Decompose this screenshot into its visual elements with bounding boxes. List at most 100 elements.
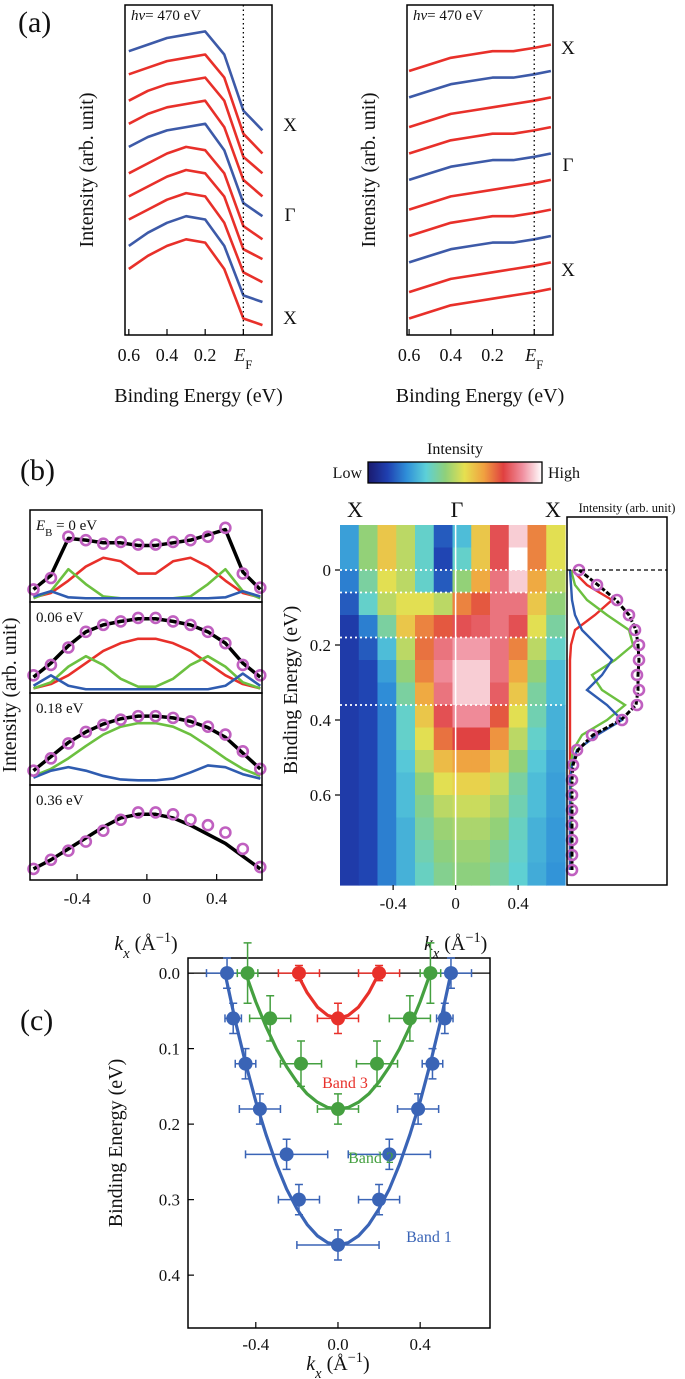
- heat-cell: [358, 660, 379, 684]
- heat-cell: [546, 705, 566, 729]
- heat-cell: [396, 795, 416, 819]
- heat-cell: [377, 840, 397, 864]
- heat-cell: [471, 547, 491, 571]
- x-tick-label: 0.4: [508, 894, 530, 913]
- heat-cell: [415, 660, 435, 684]
- profile-point: [615, 713, 629, 727]
- data-point: [149, 806, 162, 819]
- heat-cell: [546, 525, 566, 549]
- heat-cell: [471, 840, 491, 864]
- x-tick-label: 0: [451, 894, 460, 913]
- data-point: [44, 658, 58, 672]
- heat-cell: [490, 795, 510, 819]
- data-point: [79, 533, 93, 547]
- heat-cell: [490, 592, 510, 616]
- heat-cell: [396, 615, 416, 639]
- heat-cell: [546, 862, 566, 886]
- heat-cell: [527, 682, 547, 706]
- colorbar: [367, 461, 543, 484]
- edc-curve: [408, 234, 552, 264]
- heat-cell: [452, 682, 472, 706]
- edc-curve: [128, 122, 264, 218]
- profile-title: Intensity (arb. unit): [579, 501, 676, 515]
- data-point: [219, 521, 232, 535]
- heat-cell: [546, 772, 566, 796]
- band-point: [291, 966, 306, 981]
- band-point: [220, 966, 235, 981]
- edc-curve: [128, 191, 264, 284]
- heat-cell: [508, 840, 529, 864]
- heat-cell: [377, 547, 397, 571]
- heat-cell: [377, 615, 397, 639]
- data-point: [96, 618, 110, 632]
- heat-cell: [340, 525, 360, 549]
- heat-cell: [452, 750, 472, 774]
- heat-cell: [358, 525, 379, 549]
- heat-cell: [490, 840, 510, 864]
- heat-cell: [396, 817, 416, 841]
- heat-cell: [415, 750, 435, 774]
- heat-cell: [546, 795, 566, 819]
- data-point: [253, 581, 267, 594]
- heat-cell: [340, 660, 360, 684]
- heat-cell: [527, 727, 547, 751]
- heat-cell: [471, 660, 491, 684]
- heat-cell: [415, 592, 435, 616]
- band-point: [411, 1102, 426, 1117]
- heat-cell: [433, 840, 454, 864]
- heat-cell: [471, 570, 491, 594]
- heat-cell: [527, 795, 547, 819]
- heat-cell: [490, 570, 510, 594]
- band-label: Band 3: [322, 1075, 368, 1092]
- heat-cell: [471, 862, 491, 886]
- heat-cell: [377, 772, 397, 796]
- band-point: [423, 966, 438, 981]
- heat-cell: [452, 660, 472, 684]
- x-tick-label: 0.6: [398, 345, 421, 365]
- fit-curve: [33, 589, 261, 600]
- heat-cell: [546, 727, 566, 751]
- heat-cell: [527, 592, 547, 616]
- k-point-label: Γ: [563, 155, 574, 176]
- data-point: [201, 625, 215, 639]
- heat-cell: [527, 637, 547, 661]
- heat-cell: [415, 682, 435, 706]
- heat-cell: [415, 547, 435, 571]
- heat-cell: [490, 637, 510, 661]
- heat-cell: [490, 682, 510, 706]
- heat-cell: [452, 705, 472, 729]
- edc-curve: [128, 168, 264, 261]
- heat-cell: [415, 525, 435, 549]
- heat-cell: [452, 547, 472, 571]
- heat-cell: [508, 592, 529, 616]
- data-point: [184, 813, 197, 827]
- heat-cell: [546, 750, 566, 774]
- profile-point: [585, 728, 599, 742]
- fit-curve: [33, 556, 261, 599]
- heat-cell: [433, 682, 454, 706]
- heat-cell: [508, 705, 529, 729]
- x-tick-label: 0.4: [156, 345, 179, 365]
- band-point: [226, 1011, 241, 1026]
- edc-curve: [408, 178, 552, 211]
- x-axis-label: kx (Å−1): [114, 930, 177, 962]
- data-point: [236, 658, 250, 672]
- profile-point: [566, 758, 580, 772]
- heat-cell: [471, 682, 491, 706]
- y-tick-label: 0: [323, 561, 332, 580]
- y-tick-label: 0.2: [159, 1115, 180, 1134]
- heat-cell: [452, 637, 472, 661]
- energy-label: 0.36 eV: [36, 793, 84, 809]
- heat-cell: [396, 862, 416, 886]
- heat-cell: [433, 547, 454, 571]
- x-tick-label: 0.2: [481, 345, 504, 365]
- x-axis-label: kx (Å−1): [424, 930, 487, 962]
- heat-cell: [452, 592, 472, 616]
- band-point: [279, 1147, 294, 1162]
- heat-cell: [546, 637, 566, 661]
- edc-curve: [128, 145, 264, 241]
- heat-cell: [471, 525, 491, 549]
- heat-cell: [340, 615, 360, 639]
- heat-cell: [340, 840, 360, 864]
